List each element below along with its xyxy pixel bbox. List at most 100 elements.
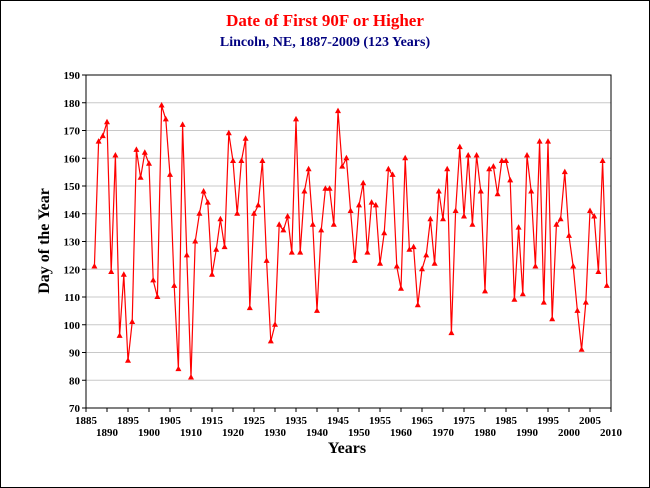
x-tick-label: 2010 — [600, 427, 623, 439]
data-point — [461, 213, 467, 219]
data-point — [431, 260, 438, 266]
data-point — [343, 154, 350, 161]
data-point — [200, 188, 207, 194]
y-tick-label: 140 — [64, 209, 81, 221]
data-point — [482, 287, 488, 294]
x-tick-label: 1955 — [369, 415, 392, 427]
data-point — [603, 282, 610, 288]
x-tick-label: 1930 — [264, 427, 287, 439]
data-point — [398, 285, 404, 291]
data-point — [95, 138, 102, 144]
data-point — [230, 157, 236, 163]
data-point — [314, 307, 320, 313]
data-point — [339, 163, 346, 169]
data-point — [263, 257, 270, 263]
y-tick-label: 70 — [69, 403, 81, 415]
data-point — [267, 337, 274, 344]
data-point — [171, 282, 178, 288]
data-point — [204, 199, 211, 205]
data-point — [242, 135, 249, 141]
data-point — [591, 213, 598, 219]
data-point — [162, 115, 169, 122]
x-tick-label: 1890 — [96, 427, 119, 439]
data-point — [498, 157, 505, 163]
data-point — [251, 210, 257, 216]
data-point — [519, 290, 526, 297]
data-point — [582, 299, 589, 305]
y-tick-label: 180 — [64, 98, 81, 110]
x-tick-label: 1915 — [201, 415, 224, 427]
data-point — [280, 226, 287, 233]
y-tick-label: 80 — [69, 375, 81, 387]
x-tick-label: 1985 — [495, 415, 518, 427]
data-point — [108, 268, 115, 274]
data-point — [570, 263, 577, 269]
y-tick-label: 90 — [69, 348, 81, 360]
data-point — [301, 188, 308, 194]
data-point — [347, 207, 354, 213]
data-point — [309, 221, 316, 227]
x-tick-label: 1970 — [432, 427, 455, 439]
data-point — [351, 257, 358, 263]
y-tick-label: 160 — [64, 153, 81, 165]
data-point — [389, 171, 396, 177]
y-tick-label: 150 — [64, 181, 81, 193]
x-tick-label: 1980 — [474, 427, 497, 439]
data-point — [255, 201, 262, 208]
data-point — [146, 160, 152, 166]
x-tick-label: 1920 — [222, 427, 245, 439]
data-point — [234, 210, 241, 216]
data-point — [150, 276, 157, 283]
data-point — [297, 249, 304, 255]
data-point — [427, 215, 434, 222]
data-point — [524, 152, 530, 158]
data-point — [419, 265, 425, 272]
data-point — [423, 251, 430, 258]
data-point — [175, 365, 182, 372]
x-tick-label: 1950 — [348, 427, 371, 439]
data-point — [599, 157, 606, 163]
data-point — [456, 143, 463, 150]
axis-ticks: 70 80 90 100 110 120 130 140 150 160 170 180 190 1890… — [64, 70, 623, 439]
data-point — [196, 210, 203, 216]
data-point — [545, 138, 551, 144]
data-point — [141, 149, 148, 155]
series-layer — [91, 102, 610, 380]
y-tick-label: 130 — [64, 237, 81, 249]
data-point — [364, 249, 371, 255]
data-point — [444, 165, 451, 172]
gridlines — [86, 102, 611, 381]
data-point — [507, 176, 514, 183]
data-point — [448, 329, 455, 336]
x-tick-label: 1960 — [390, 427, 413, 439]
data-point — [326, 185, 333, 191]
data-point — [490, 163, 497, 169]
data-point — [179, 121, 186, 127]
data-point — [393, 263, 400, 269]
data-point — [188, 374, 194, 380]
data-point — [272, 321, 278, 327]
data-point — [133, 146, 140, 152]
data-point — [566, 232, 572, 238]
data-point — [414, 301, 421, 308]
data-point — [192, 238, 199, 244]
x-tick-label: 1935 — [285, 415, 308, 427]
y-tick-label: 100 — [64, 320, 81, 332]
x-tick-label: 1910 — [180, 427, 203, 439]
x-tick-label: 1905 — [159, 415, 182, 427]
y-tick-label: 170 — [64, 126, 81, 138]
data-point — [549, 315, 556, 322]
x-tick-label: 1925 — [243, 415, 266, 427]
data-point — [116, 332, 123, 338]
data-point — [587, 207, 593, 213]
data-point — [104, 118, 110, 125]
data-point — [532, 263, 539, 269]
data-point — [469, 221, 476, 227]
data-point — [91, 263, 98, 269]
data-point — [486, 165, 493, 172]
data-point — [125, 357, 131, 363]
data-point — [284, 213, 291, 219]
x-tick-label: 1895 — [117, 415, 140, 427]
data-point — [561, 168, 568, 175]
